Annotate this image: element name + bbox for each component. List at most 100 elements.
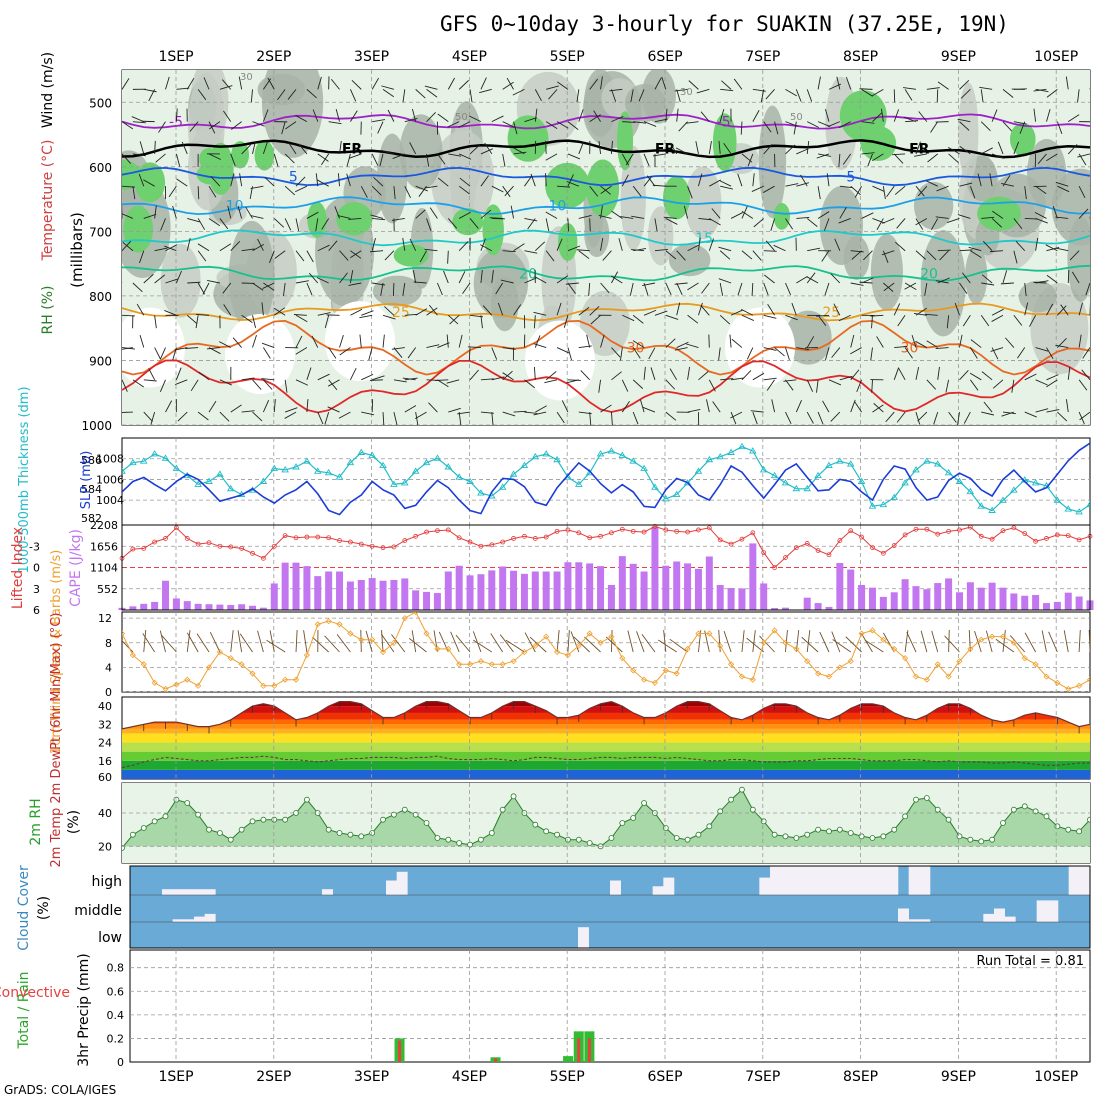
wind-barb: [876, 218, 884, 231]
wind-barb: [698, 302, 703, 316]
wind-barb: [337, 215, 351, 219]
wind-barb: [638, 89, 645, 102]
cape-bar: [379, 580, 387, 610]
rh-point: [1043, 813, 1050, 820]
wind-barb: [741, 210, 754, 219]
y-tick-label: 0.6: [107, 985, 125, 998]
wind-barb: [360, 185, 368, 198]
wind-barb: [339, 347, 351, 356]
wind-barb: [962, 315, 971, 327]
thickness-point: [422, 458, 431, 466]
wind-barb: [556, 411, 565, 424]
cape-bar: [749, 543, 757, 610]
wind-barb: [974, 630, 982, 653]
wind-barb: [458, 80, 469, 90]
wind-barb: [447, 314, 459, 325]
wind-barb: [499, 634, 514, 653]
rh-region: [1018, 280, 1057, 313]
wind-barb: [1046, 374, 1059, 381]
wind-barb: [154, 247, 168, 252]
wind-barb: [1004, 337, 1015, 348]
lifted-index-point: [826, 552, 832, 558]
wind-barb: [281, 121, 286, 135]
wind-barb: [620, 216, 634, 219]
wind-barb: [202, 282, 210, 295]
y-axis-label-rh: 2m RH: [28, 798, 44, 845]
wind-barb: [642, 406, 656, 413]
wind-barb: [190, 379, 199, 392]
wind-barb: [913, 312, 927, 316]
temp-band: [122, 706, 1090, 713]
wind-barb: [864, 639, 884, 653]
wind-barb: [306, 399, 309, 413]
wind-barb: [696, 88, 710, 94]
rh-point: [913, 796, 919, 803]
rh-region: [819, 186, 863, 265]
wind-barb: [371, 238, 376, 251]
cape-bar: [542, 571, 550, 610]
wind-barb: [661, 76, 667, 90]
wind-barb: [567, 630, 570, 653]
wind-barb: [669, 638, 688, 653]
wind-barb: [795, 89, 802, 102]
wind-barb: [969, 372, 982, 381]
rh-point: [412, 811, 419, 818]
cape-bar: [325, 571, 333, 610]
cape-bar: [1053, 601, 1061, 610]
rh-region: [870, 233, 903, 311]
wind-barb: [610, 412, 613, 425]
thickness-point: [836, 457, 844, 464]
lifted-index-point: [891, 543, 897, 548]
wind-barb: [393, 379, 407, 383]
wind-barb: [175, 367, 182, 380]
wind-speed-point: [184, 676, 191, 683]
precip-convective-bar: [577, 1038, 581, 1062]
lifted-index-point: [206, 540, 212, 546]
wind-barb: [832, 639, 851, 653]
wind-barb: [963, 411, 971, 424]
thickness-point: [270, 464, 279, 471]
wind-barb: [154, 140, 156, 154]
cloud-cell: [919, 866, 931, 895]
wind-barb: [230, 173, 235, 187]
cloud-cell: [1079, 866, 1091, 895]
rh-point: [423, 820, 430, 826]
cape-bar: [466, 575, 474, 610]
cape-bar: [433, 593, 441, 610]
wind-barb: [871, 315, 873, 329]
y-tick-label: 40: [98, 807, 112, 820]
wind-barb: [219, 379, 232, 386]
wind-barb: [1055, 216, 1069, 219]
isotherm-label: 25: [822, 305, 840, 321]
wind-barb: [545, 173, 547, 187]
wind-barb: [443, 270, 449, 284]
wind-barb: [447, 121, 460, 128]
wind-barb: [491, 376, 505, 381]
wind-barb: [927, 153, 939, 163]
cape-bar: [531, 571, 539, 610]
wind-barb: [545, 218, 550, 232]
wind-barb: [882, 250, 889, 264]
wind-barb: [122, 78, 130, 90]
wind-barb: [576, 89, 580, 103]
wind-barb: [720, 88, 734, 92]
x-tick-label: 4SEP: [452, 49, 487, 65]
wind-barb: [654, 218, 658, 232]
wind-barb: [897, 315, 906, 327]
wind-barb: [853, 401, 862, 413]
wind-barb: [176, 178, 188, 187]
wind-barb: [321, 153, 330, 165]
lifted-index-point: [739, 536, 745, 542]
lifted-index-point: [609, 530, 614, 536]
wind-speed-point: [122, 630, 126, 637]
wind-barb: [1013, 121, 1027, 125]
wind-speed-point: [1065, 685, 1072, 692]
rh-point: [684, 836, 691, 843]
rh-point: [122, 845, 125, 851]
wind-barb: [165, 244, 178, 252]
cape-bar: [488, 570, 496, 610]
cape-bar: [662, 565, 670, 610]
lifted-index-point: [195, 541, 201, 547]
cape-bar: [238, 604, 246, 610]
rh-point: [162, 813, 169, 820]
